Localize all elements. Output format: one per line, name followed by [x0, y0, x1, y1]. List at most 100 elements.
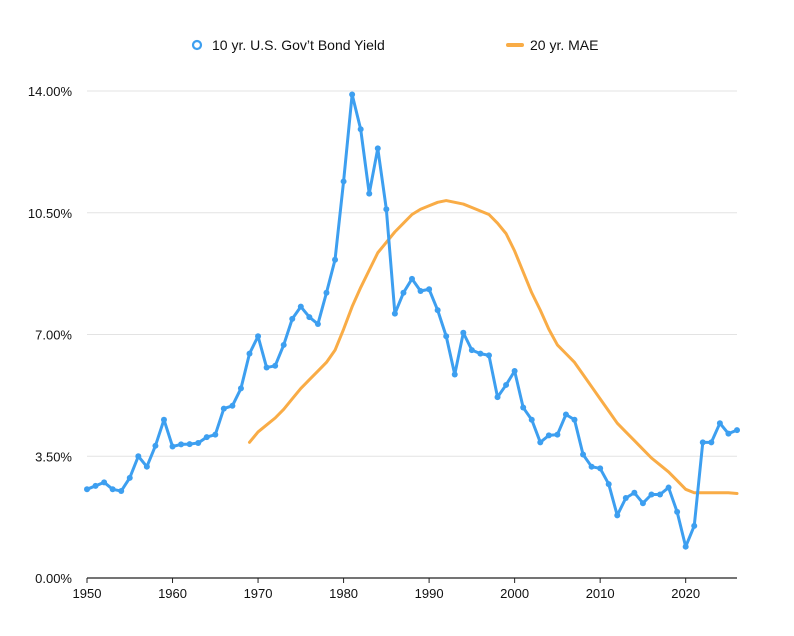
data-point-bond-yield[interactable] — [708, 439, 715, 446]
data-point-bond-yield[interactable] — [426, 286, 433, 293]
plot-area — [84, 91, 740, 550]
data-point-bond-yield[interactable] — [691, 522, 698, 529]
y-tick-label: 10.50% — [28, 206, 73, 221]
data-point-bond-yield[interactable] — [665, 484, 672, 491]
legend-item-bond-yield[interactable]: 10 yr. U.S. Gov’t Bond Yield — [191, 37, 385, 53]
data-point-bond-yield[interactable] — [357, 126, 364, 133]
data-point-bond-yield[interactable] — [597, 465, 604, 472]
data-point-bond-yield[interactable] — [468, 347, 475, 354]
data-point-bond-yield[interactable] — [391, 310, 398, 317]
chart-legend: 10 yr. U.S. Gov’t Bond Yield 20 yr. MAE — [191, 37, 598, 53]
data-point-bond-yield[interactable] — [212, 431, 219, 438]
tick-labels: 0.00% 3.50% 7.00% 10.50% 14.00% 1950 1960 1970 1… — [28, 84, 700, 601]
data-point-bond-yield[interactable] — [545, 432, 552, 439]
data-point-bond-yield[interactable] — [520, 404, 527, 411]
y-tick-label: 14.00% — [28, 84, 73, 99]
data-point-bond-yield[interactable] — [314, 321, 321, 328]
data-point-bond-yield[interactable] — [101, 479, 108, 486]
data-point-bond-yield[interactable] — [503, 381, 510, 388]
data-point-bond-yield[interactable] — [443, 333, 450, 340]
data-point-bond-yield[interactable] — [451, 371, 458, 378]
data-point-bond-yield[interactable] — [682, 543, 689, 550]
data-point-bond-yield[interactable] — [485, 352, 492, 359]
data-point-bond-yield[interactable] — [639, 500, 646, 507]
data-point-bond-yield[interactable] — [229, 402, 236, 409]
data-point-bond-yield[interactable] — [118, 488, 125, 495]
data-point-bond-yield[interactable] — [511, 368, 518, 375]
legend-marker-bond-yield — [191, 39, 203, 51]
data-point-bond-yield[interactable] — [186, 441, 193, 448]
data-point-bond-yield[interactable] — [340, 178, 347, 185]
data-point-bond-yield[interactable] — [272, 362, 279, 369]
data-point-bond-yield[interactable] — [135, 453, 142, 460]
data-point-bond-yield[interactable] — [622, 494, 629, 501]
data-point-bond-yield[interactable] — [699, 439, 706, 446]
data-point-bond-yield[interactable] — [434, 307, 441, 314]
data-point-bond-yield[interactable] — [631, 489, 638, 496]
data-point-bond-yield[interactable] — [126, 474, 133, 481]
data-point-bond-yield[interactable] — [477, 350, 484, 357]
y-tick-label: 7.00% — [35, 328, 72, 343]
data-point-bond-yield[interactable] — [178, 441, 185, 448]
data-point-bond-yield[interactable] — [255, 333, 262, 340]
data-point-bond-yield[interactable] — [374, 145, 381, 152]
data-point-bond-yield[interactable] — [571, 416, 578, 423]
data-point-bond-yield[interactable] — [169, 443, 176, 450]
data-point-bond-yield[interactable] — [152, 442, 159, 449]
data-point-bond-yield[interactable] — [417, 288, 424, 295]
data-point-bond-yield[interactable] — [366, 190, 373, 197]
data-point-bond-yield[interactable] — [289, 315, 296, 322]
x-tick-label: 2020 — [671, 586, 700, 601]
legend-label-mae: 20 yr. MAE — [530, 37, 598, 53]
data-point-bond-yield[interactable] — [383, 206, 390, 213]
data-point-bond-yield[interactable] — [92, 482, 99, 489]
data-point-bond-yield[interactable] — [220, 405, 227, 412]
data-point-bond-yield[interactable] — [280, 341, 287, 348]
data-point-bond-yield[interactable] — [246, 350, 253, 357]
series-line-mae — [248, 199, 739, 495]
axes — [86, 577, 737, 583]
legend-label-bond-yield: 10 yr. U.S. Gov’t Bond Yield — [212, 37, 385, 53]
data-point-bond-yield[interactable] — [580, 451, 587, 458]
data-point-bond-yield[interactable] — [109, 486, 116, 493]
y-tick-label: 3.50% — [35, 449, 72, 464]
legend-item-mae[interactable]: 20 yr. MAE — [506, 37, 598, 53]
data-point-bond-yield[interactable] — [554, 431, 561, 438]
data-point-bond-yield[interactable] — [588, 463, 595, 470]
data-point-bond-yield[interactable] — [725, 430, 732, 437]
series-line-bond-yield — [85, 92, 739, 549]
data-point-bond-yield[interactable] — [734, 427, 740, 434]
data-point-bond-yield[interactable] — [143, 463, 150, 470]
data-point-bond-yield[interactable] — [494, 394, 501, 401]
data-point-bond-yield[interactable] — [237, 385, 244, 392]
data-point-bond-yield[interactable] — [195, 440, 202, 447]
data-point-bond-yield[interactable] — [297, 303, 304, 310]
data-point-bond-yield[interactable] — [674, 508, 681, 515]
data-point-bond-yield[interactable] — [562, 411, 569, 418]
data-point-bond-yield[interactable] — [605, 481, 612, 488]
data-point-bond-yield[interactable] — [203, 434, 210, 441]
x-tick-label: 2010 — [586, 586, 615, 601]
data-point-bond-yield[interactable] — [409, 275, 415, 282]
data-point-bond-yield[interactable] — [614, 512, 621, 519]
gridlines — [87, 90, 737, 457]
data-point-bond-yield[interactable] — [84, 486, 90, 493]
data-point-bond-yield[interactable] — [349, 91, 356, 98]
x-tick-label: 1950 — [73, 586, 102, 601]
data-point-bond-yield[interactable] — [460, 329, 467, 336]
data-point-bond-yield[interactable] — [528, 416, 535, 423]
data-point-bond-yield[interactable] — [332, 256, 339, 263]
x-tick-label: 1990 — [415, 586, 444, 601]
data-point-bond-yield[interactable] — [657, 491, 664, 498]
y-tick-label: 0.00% — [35, 571, 72, 586]
data-point-bond-yield[interactable] — [716, 420, 723, 427]
data-point-bond-yield[interactable] — [160, 416, 167, 423]
data-point-bond-yield[interactable] — [648, 491, 655, 498]
data-point-bond-yield[interactable] — [323, 289, 330, 296]
data-point-bond-yield[interactable] — [306, 314, 313, 321]
data-point-bond-yield[interactable] — [400, 289, 407, 296]
data-point-bond-yield[interactable] — [537, 439, 544, 446]
data-point-bond-yield[interactable] — [263, 364, 270, 371]
x-tick-label: 1980 — [329, 586, 358, 601]
